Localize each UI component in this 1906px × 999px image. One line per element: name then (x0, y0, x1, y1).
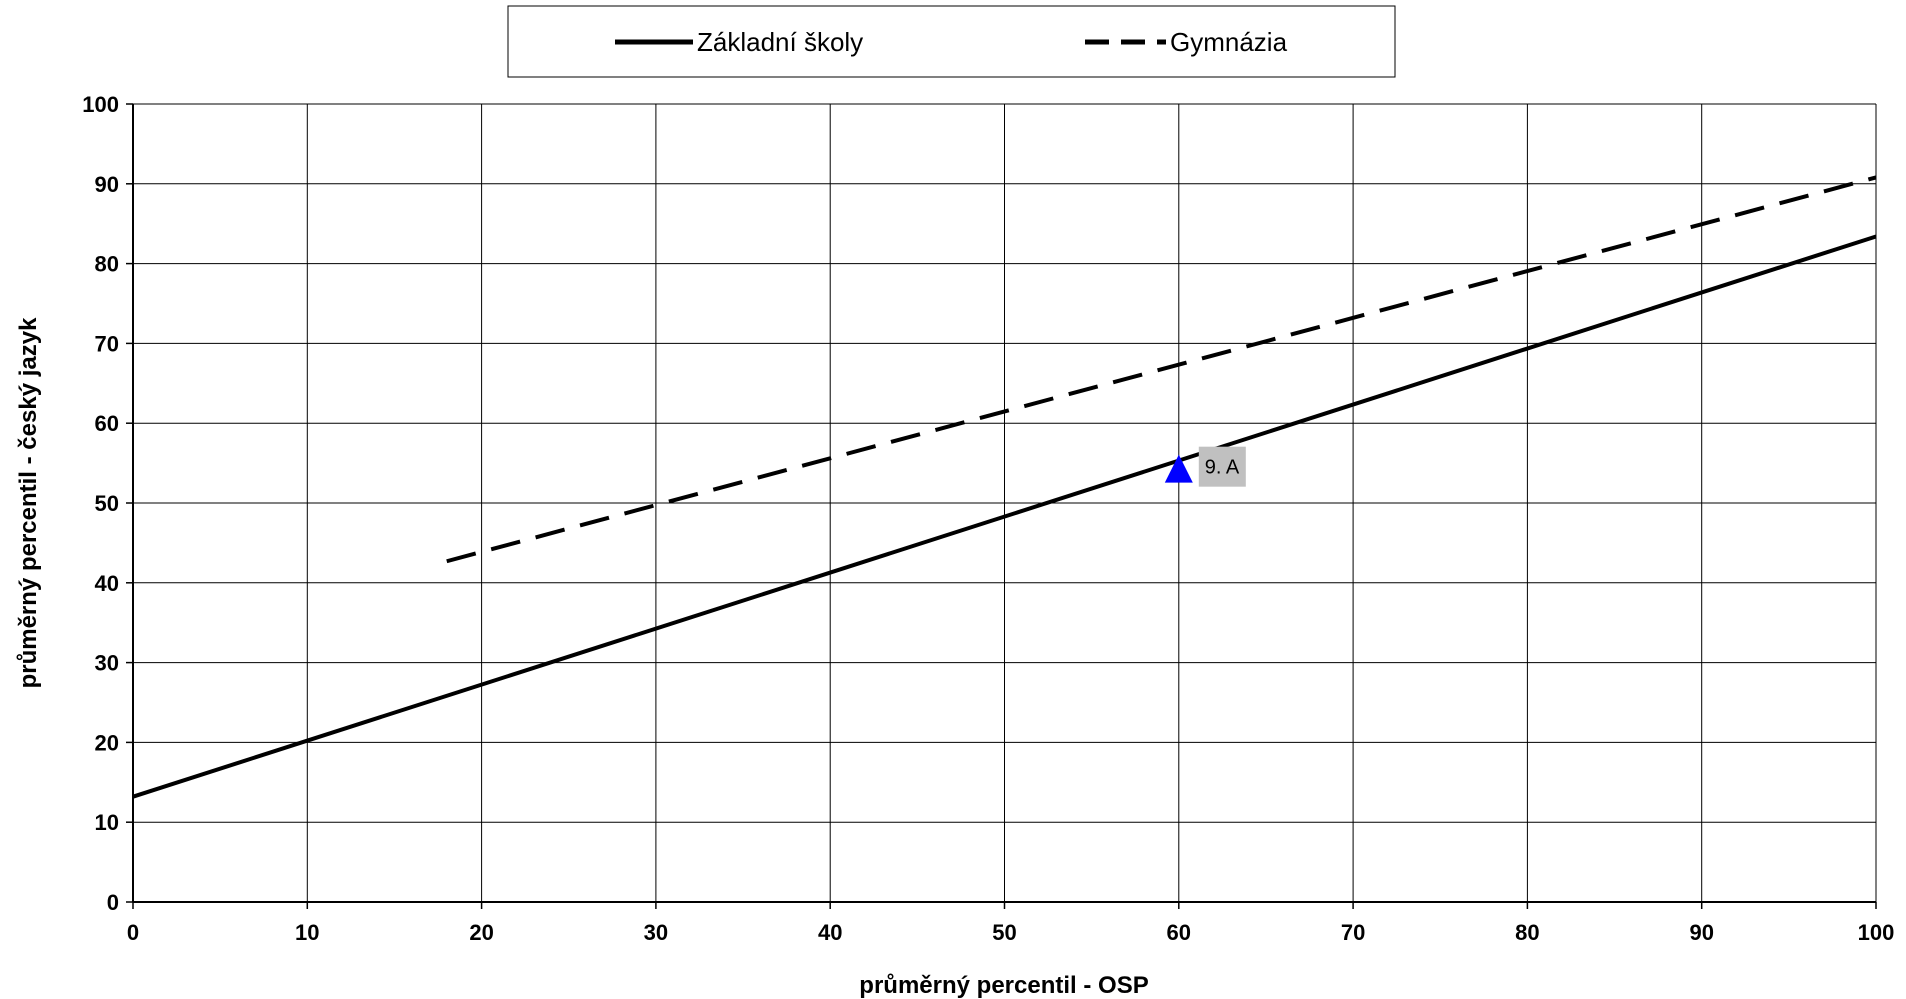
y-axis-title: průměrný percentil - český jazyk (15, 317, 42, 688)
y-tick-label: 0 (107, 890, 119, 915)
x-tick-label: 10 (295, 920, 319, 945)
data-point-triangle (1164, 454, 1193, 483)
x-tick-label: 70 (1341, 920, 1365, 945)
y-tick-label: 70 (95, 331, 119, 356)
y-tick-label: 40 (95, 571, 119, 596)
x-tick-label: 30 (644, 920, 668, 945)
data-markers: 9. A (1164, 446, 1246, 487)
y-tick-label: 100 (82, 92, 119, 117)
series-lines (132, 175, 1877, 799)
series-line-zakladni-skoly (132, 234, 1877, 799)
legend-label-gymnazia: Gymnázia (1170, 27, 1288, 57)
data-label-background (1198, 446, 1246, 487)
x-tick-label: 20 (469, 920, 493, 945)
axes (126, 103, 1877, 909)
x-axis-title: průměrný percentil - OSP (859, 972, 1148, 999)
x-tick-label: 80 (1515, 920, 1539, 945)
legend: Základní školy Gymnázia (507, 5, 1396, 78)
x-tick-label: 90 (1689, 920, 1713, 945)
y-tick-label: 80 (95, 252, 119, 277)
x-tick-labels: 0 10 20 30 40 50 60 70 80 90 100 (127, 920, 1894, 945)
y-tick-labels: 0 10 20 30 40 50 60 70 80 90 100 (82, 92, 119, 915)
y-tick-label: 50 (95, 491, 119, 516)
x-tick-label: 40 (818, 920, 842, 945)
y-tick-label: 60 (95, 411, 119, 436)
gridlines (132, 103, 1877, 903)
y-tick-label: 30 (95, 651, 119, 676)
x-tick-label: 50 (992, 920, 1016, 945)
data-label: 9. A (1205, 457, 1240, 479)
y-tick-label: 10 (95, 810, 119, 835)
x-tick-label: 100 (1858, 920, 1895, 945)
legend-label-zakladni-skoly: Základní školy (697, 27, 863, 57)
series-line-gymnazia (446, 175, 1877, 564)
y-tick-label: 90 (95, 172, 119, 197)
y-tick-label: 20 (95, 730, 119, 755)
x-tick-label: 60 (1167, 920, 1191, 945)
x-tick-label: 0 (127, 920, 139, 945)
